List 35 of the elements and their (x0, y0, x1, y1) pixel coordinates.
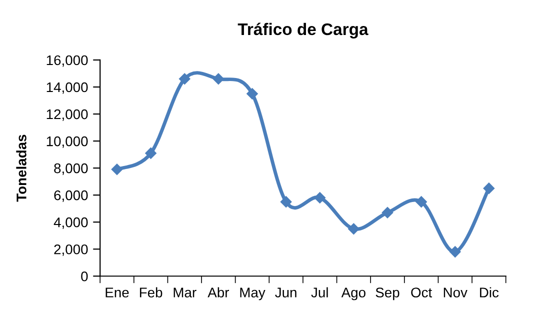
point (483, 182, 495, 194)
point (111, 164, 123, 176)
x-tick-label: Ago (341, 288, 366, 300)
x-tick-label: Nov (444, 288, 468, 298)
chart-title: Tráfico de Carga (238, 22, 368, 39)
point (450, 246, 461, 258)
y-axis-title: Toneladas (16, 134, 26, 202)
x-tick-label: Dic (480, 287, 499, 298)
x-tick-label: Sep (376, 288, 400, 300)
x-tick-label: Jun (275, 288, 296, 298)
y-tick-label: 10,000 (46, 136, 88, 148)
x-tick-label: Ene (106, 288, 129, 298)
point (246, 88, 258, 100)
x-tick-label: Oct (411, 288, 432, 298)
y-tick-label: 2,000 (54, 244, 88, 256)
y-tick-label: 16,000 (46, 55, 88, 67)
point (179, 73, 190, 84)
x-tick-label: Feb (140, 287, 162, 298)
y-tick-label: 0 (81, 271, 88, 282)
y-tick-label: 12,000 (46, 109, 88, 121)
point (280, 196, 292, 208)
y-tick-label: 8,000 (54, 163, 88, 175)
point (416, 196, 427, 208)
point (212, 73, 224, 84)
y-tick-label: 14,000 (46, 82, 88, 94)
y-tick-label: 6,000 (54, 190, 88, 202)
point (145, 148, 156, 159)
x-tick-label: Mar (174, 288, 196, 298)
point (382, 207, 394, 218)
x-tick-label: May (240, 288, 266, 300)
point (348, 223, 360, 234)
x-tick-label: Abr (208, 287, 230, 298)
x-tick-label: Jul (311, 287, 328, 298)
y-tick-label: 4,000 (54, 217, 88, 229)
point (314, 192, 326, 204)
